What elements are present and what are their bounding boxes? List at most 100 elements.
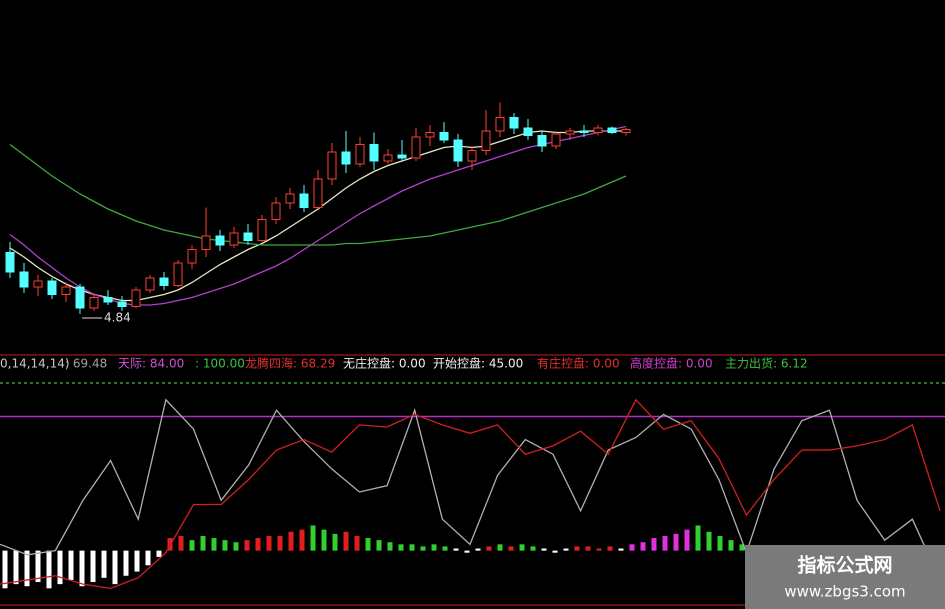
histogram-bar	[354, 535, 360, 551]
histogram-bar	[387, 542, 393, 551]
histogram-bar	[640, 542, 646, 551]
histogram-bar	[321, 529, 327, 551]
histogram-bar	[552, 550, 558, 553]
histogram-bar	[68, 550, 74, 580]
histogram-bar	[189, 540, 195, 551]
candle-body	[593, 127, 603, 133]
candle-body	[257, 219, 267, 241]
candle-body	[131, 289, 141, 307]
histogram-bar	[475, 548, 481, 551]
histogram-bar	[651, 538, 657, 551]
histogram-bar	[299, 529, 305, 551]
histogram-bar	[343, 531, 349, 551]
candle-body	[5, 252, 15, 273]
candle-body	[47, 280, 57, 295]
histogram-bar	[618, 548, 624, 551]
histogram-bar	[90, 550, 96, 583]
candle-body	[439, 132, 449, 141]
candle-body	[229, 232, 239, 246]
histogram-bar	[398, 544, 404, 551]
histogram-bar	[717, 535, 723, 551]
candle-body	[61, 286, 71, 295]
candle-body	[201, 235, 211, 250]
candle-body	[145, 277, 155, 291]
candle-body	[495, 117, 505, 132]
candle-body	[103, 297, 113, 303]
histogram-bar	[673, 533, 679, 551]
histogram-bar	[2, 550, 8, 589]
candle-body	[75, 286, 85, 309]
watermark-url: www.zbgs3.com	[784, 583, 905, 601]
histogram-bar	[442, 546, 448, 551]
candle-body	[215, 235, 225, 246]
histogram-bar	[145, 550, 151, 566]
histogram-bar	[178, 535, 184, 551]
histogram-bar	[585, 546, 591, 551]
candle-body	[173, 262, 183, 286]
candle-body	[341, 151, 351, 165]
legend-entry: : 100.00	[195, 357, 245, 371]
histogram-bar	[563, 548, 569, 551]
candle-body	[607, 127, 617, 133]
moving-average	[9, 143, 627, 246]
moving-average	[9, 130, 626, 302]
histogram-bar	[464, 550, 470, 553]
candle-body	[481, 130, 491, 151]
histogram-bar	[376, 540, 382, 551]
histogram-bar	[453, 548, 459, 551]
histogram-bar	[310, 525, 316, 551]
legend-entry: 0,14,14,14)	[0, 357, 70, 371]
histogram-bar	[277, 535, 283, 551]
legend-entry: 高度控盘: 0.00	[630, 356, 713, 371]
histogram-bar	[233, 542, 239, 551]
histogram-bar	[420, 546, 426, 551]
histogram-bar	[200, 535, 206, 551]
histogram-bar	[607, 546, 613, 551]
histogram-bar	[156, 550, 162, 557]
watermark-title: 指标公式网	[797, 554, 892, 577]
histogram-bar	[46, 550, 52, 589]
candle-body	[33, 280, 43, 288]
candle-body	[355, 144, 365, 165]
legend-entry: 天际: 84.00	[118, 357, 184, 371]
histogram-bar	[574, 546, 580, 551]
histogram-bar	[244, 540, 250, 551]
histogram-bar	[519, 544, 525, 551]
histogram-bar	[134, 550, 140, 572]
histogram-bar	[101, 550, 107, 578]
candle-body	[299, 193, 309, 208]
candle-body	[243, 232, 253, 241]
legend-entry: 主力出货: 6.12	[725, 356, 808, 371]
histogram-bar	[530, 546, 536, 551]
candle-body	[397, 154, 407, 159]
histogram-bar	[288, 531, 294, 551]
candle-body	[159, 277, 169, 286]
candle-body	[565, 130, 575, 135]
histogram-bar	[123, 550, 129, 576]
candle-body	[89, 297, 99, 309]
histogram-bar	[662, 535, 668, 551]
histogram-bar	[13, 550, 19, 585]
histogram-bar	[497, 544, 503, 551]
annotation-label: 4.84	[104, 311, 131, 325]
candle-body	[579, 130, 589, 133]
histogram-bar	[629, 544, 635, 551]
indicator-line	[0, 398, 941, 581]
histogram-bar	[266, 535, 272, 551]
candle-body	[369, 144, 379, 162]
histogram-bar	[684, 529, 690, 551]
histogram-bar	[431, 544, 437, 551]
indicator-line	[0, 398, 941, 590]
candle-body	[117, 301, 127, 307]
histogram-bar	[112, 550, 118, 585]
legend-entry: 开始控盘: 45.00	[433, 356, 523, 371]
histogram-bar	[728, 540, 734, 551]
candle-body	[383, 154, 393, 162]
histogram-bar	[332, 533, 338, 551]
histogram-bar	[508, 546, 514, 551]
candle-body	[19, 271, 29, 288]
candle-body	[467, 150, 477, 162]
legend-entry: : 69.48	[65, 357, 107, 371]
watermark-box	[745, 545, 945, 609]
